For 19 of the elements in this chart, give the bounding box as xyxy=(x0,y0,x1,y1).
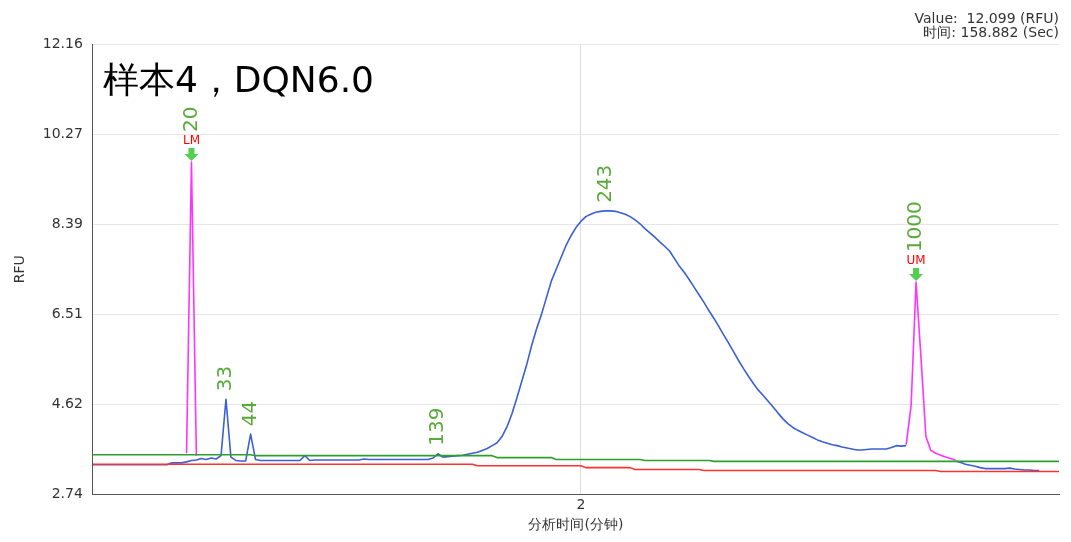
annotation: 20 xyxy=(177,106,202,133)
y-tick-label: 2.74 xyxy=(51,485,83,502)
annotation: 139 xyxy=(424,407,449,446)
y-axis-title: RFU xyxy=(11,255,28,284)
annotation: 1000 xyxy=(902,201,927,253)
annotation: 44 xyxy=(236,400,261,427)
y-tick-label: 8.39 xyxy=(51,214,83,231)
y-tick-label: 12.16 xyxy=(42,34,83,51)
annotation: 243 xyxy=(591,164,616,203)
y-tick-label: 4.62 xyxy=(51,395,83,412)
y-tick-label: 10.27 xyxy=(42,125,83,142)
x-axis-title: 分析时间(分钟) xyxy=(528,516,624,533)
y-tick-label: 6.51 xyxy=(51,304,83,321)
annotation: LM xyxy=(182,133,200,148)
annotation: UM xyxy=(906,253,926,268)
chart-title: 样本4，DQN6.0 xyxy=(102,59,375,100)
text: Value: 12.099 (RFU) xyxy=(914,9,1059,26)
x-tick-label: 2 xyxy=(576,496,586,513)
annotation: 33 xyxy=(212,365,237,392)
